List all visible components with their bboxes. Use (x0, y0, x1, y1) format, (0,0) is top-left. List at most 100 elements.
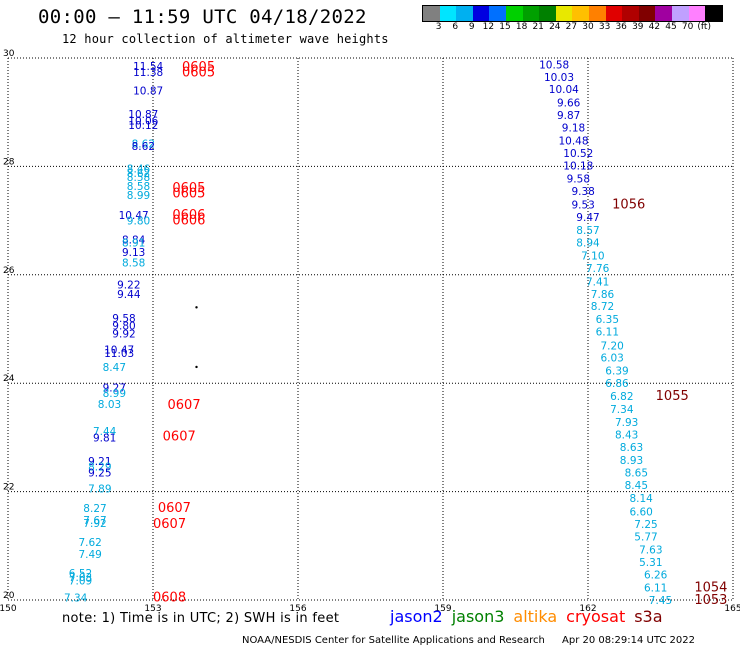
color-scale-label: 27 (565, 22, 578, 32)
wave-height-label: 9.25 (88, 468, 111, 480)
color-scale-label: 70 (681, 22, 694, 32)
color-scale-label: 3 (435, 22, 442, 32)
wave-height-label: 10.12 (128, 120, 158, 132)
wave-height-label: 8.27 (83, 503, 106, 515)
color-swatch (472, 6, 490, 21)
wave-height-label: 10.87 (133, 86, 163, 98)
footnote: note: 1) Time is in UTC; 2) SWH is in fe… (62, 611, 340, 626)
color-scale-label: 21 (532, 22, 544, 32)
wave-height-label: 9.80 (127, 216, 150, 228)
pass-time-label: 0605 (172, 181, 205, 196)
wave-height-label: 9.38 (571, 186, 594, 198)
wave-height-label: 9.53 (571, 199, 594, 211)
wave-height-label: 8.45 (625, 480, 648, 492)
wave-height-label: 10.48 (558, 135, 588, 147)
chart-subtitle: 12 hour collection of altimeter wave hei… (62, 32, 389, 46)
wave-height-label: 7.20 (600, 340, 623, 352)
legend-item: jason2 (390, 607, 443, 626)
legend-item: jason3 (451, 607, 505, 626)
wave-height-label: 9.92 (112, 328, 135, 340)
wave-height-label: 5.77 (634, 532, 657, 544)
wave-height-label: 8.29 (88, 462, 111, 474)
wave-height-label: 6.82 (610, 391, 633, 403)
wave-height-label: 8.14 (629, 493, 653, 505)
x-tick-label: 156 (289, 604, 306, 614)
pass-time-label: 0605 (182, 60, 215, 75)
wave-height-label: 9.81 (93, 432, 116, 444)
color-scale-label: 24 (549, 22, 561, 32)
wave-height-label: 8.47 (103, 362, 126, 374)
wave-height-label: 9.27 (103, 383, 126, 395)
wave-height-label: 9.18 (562, 122, 585, 134)
wave-height-label: 7.67 (83, 515, 106, 527)
wave-height-label: 8.65 (625, 468, 648, 480)
wave-height-label: 8.99 (103, 388, 126, 400)
color-swatch (456, 6, 473, 21)
color-swatch (655, 6, 672, 21)
wave-height-label: 7.03 (69, 572, 92, 584)
color-scale-label: (ft) (697, 22, 711, 32)
wave-height-label: 11.54 (133, 61, 163, 73)
wave-height-label: 9.87 (557, 110, 580, 122)
wave-height-label: 9.58 (567, 173, 590, 185)
pass-time-label: 0605 (182, 66, 215, 81)
data-dot (195, 365, 198, 369)
wave-height-label: 7.44 (93, 426, 117, 438)
wave-height-label: 7.45 (649, 595, 672, 607)
wave-height-label: 7.09 (69, 575, 92, 587)
color-swatch (439, 6, 457, 21)
pass-time-label: 0608 (153, 590, 186, 605)
wave-height-label: 9.47 (576, 212, 599, 224)
data-labels: 11.5411.3810.8710.8710.0610.128.628.628.… (64, 60, 727, 608)
y-tick-label: 28 (3, 157, 15, 167)
wave-height-label: 10.47 (119, 210, 149, 222)
wave-height-label: 7.63 (639, 545, 662, 557)
wave-height-label: 11.03 (104, 348, 134, 360)
wave-height-label: 7.10 (581, 250, 604, 262)
color-swatch (572, 6, 589, 21)
color-scale-label: 36 (615, 22, 627, 32)
y-tick-label: 20 (3, 591, 15, 601)
wave-height-label: 6.39 (605, 366, 628, 378)
wave-height-label: 8.84 (122, 235, 146, 247)
wave-height-label: 11.38 (133, 67, 163, 79)
wave-height-label: 8.43 (615, 430, 638, 442)
color-swatch (423, 6, 440, 21)
color-swatch (588, 6, 606, 21)
wave-height-label: 7.92 (83, 518, 106, 530)
wave-height-label: 10.18 (563, 160, 593, 172)
wave-height-label: 8.46 (127, 164, 151, 176)
wave-height-label: 8.62 (132, 141, 155, 153)
axis-tick-labels: 150 153 156 159 162 165 20 22 24 26 28 30 (0, 49, 740, 614)
wave-height-label: 8.62 (132, 139, 155, 151)
color-scale-label: 12 (482, 22, 495, 32)
color-scale-label: 30 (582, 22, 594, 32)
wave-height-label: 7.93 (615, 417, 638, 429)
wave-height-label: 8.63 (620, 442, 643, 454)
color-swatch (489, 6, 506, 21)
wave-height-label: 10.04 (549, 84, 579, 96)
wave-height-label: 10.58 (539, 60, 569, 72)
pass-time-label: 0607 (158, 501, 191, 516)
color-scale-label: 15 (499, 22, 511, 32)
x-tick-label: 153 (144, 604, 161, 614)
color-scale-label: 6 (452, 22, 459, 32)
wave-height-label: 5.31 (639, 557, 662, 569)
wave-height-label: 8.62 (127, 168, 150, 180)
wave-height-label: 7.34 (64, 592, 88, 604)
color-swatch (638, 6, 656, 21)
y-tick-label: 24 (3, 374, 15, 384)
wave-height-label: 8.57 (576, 225, 599, 237)
color-swatch (688, 6, 706, 21)
wave-height-label: 9.80 (112, 321, 135, 333)
wave-height-label: 6.86 (605, 378, 629, 390)
wave-height-label: 9.44 (117, 289, 141, 301)
color-swatch (705, 6, 722, 21)
pass-time-label: 1055 (656, 389, 689, 404)
legend-item: altika (513, 607, 558, 626)
wave-height-label: 7.62 (78, 537, 101, 549)
wave-height-label: 6.26 (644, 570, 668, 582)
pass-time-label: 0607 (163, 429, 196, 444)
wave-height-label: 9.13 (122, 247, 145, 259)
